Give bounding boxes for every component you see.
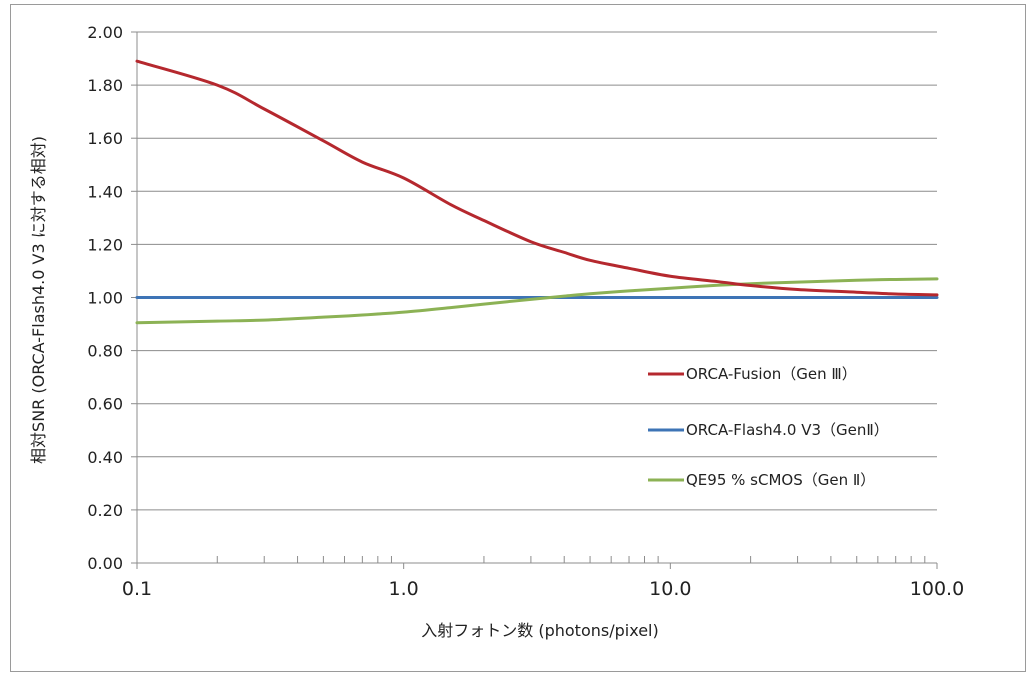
x-tick-label: 1.0 <box>389 578 419 600</box>
grid-layer <box>137 31 937 511</box>
series-layer <box>135 59 939 325</box>
y-tick-label: 0.60 <box>87 395 123 414</box>
series-line-3 <box>135 277 939 325</box>
x-tick-label: 0.1 <box>122 578 152 600</box>
legend-label-3: QE95 % sCMOS（Gen Ⅱ） <box>686 471 875 489</box>
x-tick-label: 10.0 <box>649 578 691 600</box>
series-line-1 <box>135 59 939 297</box>
legend: ORCA-Fusion（Gen Ⅲ） ORCA-Flash4.0 V3（GenⅡ）… <box>648 365 889 489</box>
legend-label-2: ORCA-Flash4.0 V3（GenⅡ） <box>686 421 889 439</box>
y-tick-label: 0.80 <box>87 342 123 361</box>
y-tick-label: 1.60 <box>87 129 123 148</box>
y-tick-label: 1.40 <box>87 182 123 201</box>
y-tick-label: 0.00 <box>87 554 123 573</box>
y-tick-label: 0.40 <box>87 448 123 467</box>
y-tick-label: 2.00 <box>87 23 123 42</box>
legend-label-1: ORCA-Fusion（Gen Ⅲ） <box>686 365 857 383</box>
y-axis-label: 相対SNR (ORCA-Flash4.0 V3 に対する相対) <box>29 136 48 464</box>
y-tick-label: 0.20 <box>87 501 123 520</box>
y-tick-label: 1.20 <box>87 235 123 254</box>
x-axis-label: 入射フォトン数 (photons/pixel) <box>421 621 658 640</box>
axis-layer: 0.00 0.20 0.40 0.60 0.80 1.00 1.20 1.40 1.60 1.80… <box>87 23 964 600</box>
y-tick-label: 1.80 <box>87 76 123 95</box>
x-tick-label: 100.0 <box>910 578 964 600</box>
y-tick-label: 1.00 <box>87 289 123 308</box>
